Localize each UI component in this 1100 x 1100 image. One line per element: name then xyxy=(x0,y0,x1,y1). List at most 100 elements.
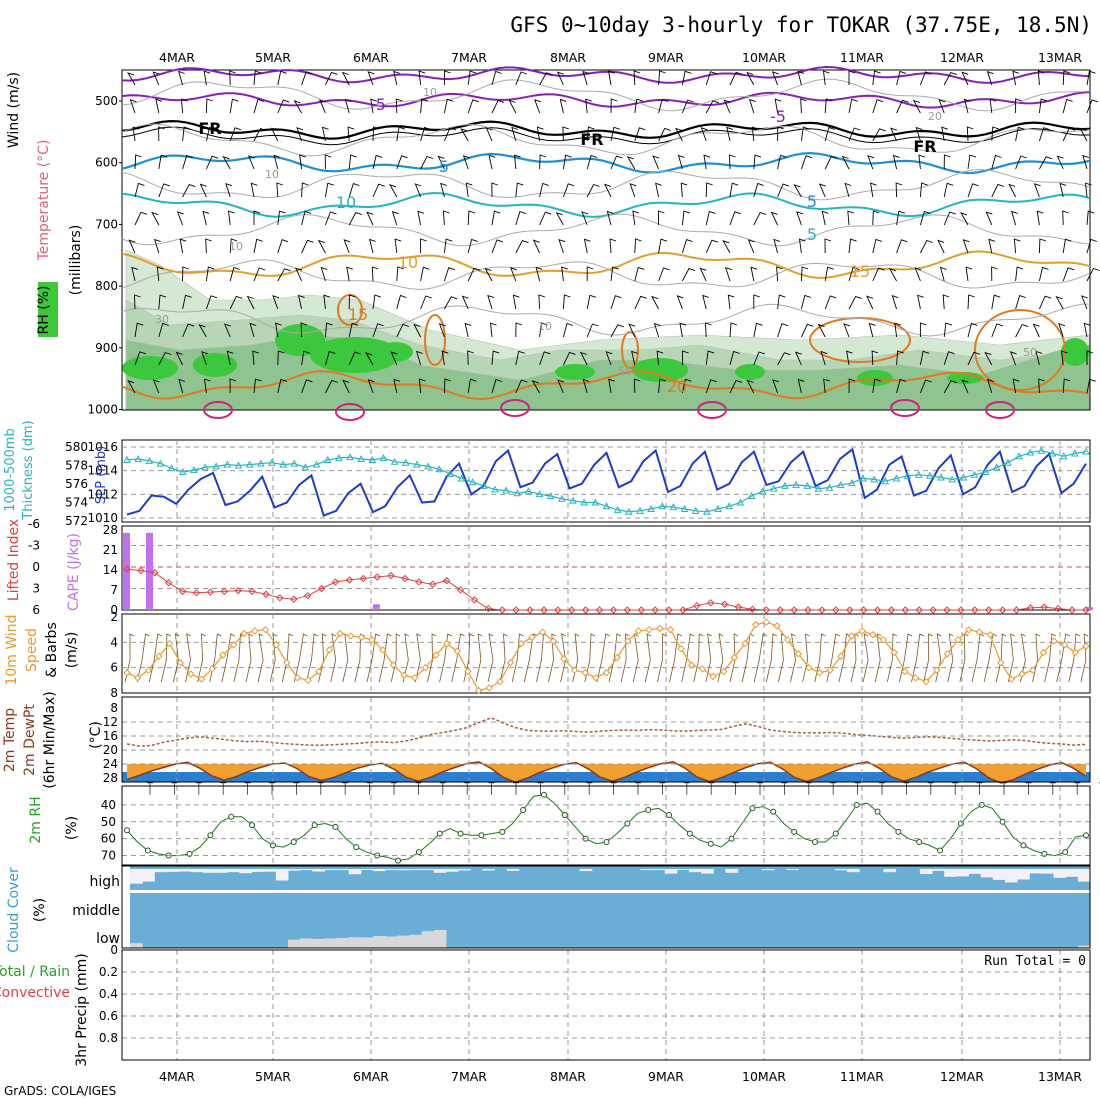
wind-barb xyxy=(800,266,809,282)
cloud-high-gap xyxy=(458,869,471,871)
wind-barb xyxy=(888,268,897,282)
wind-barb xyxy=(301,379,313,394)
wind-barb xyxy=(205,266,215,282)
cloud-high-gap xyxy=(142,869,155,882)
wind-barb xyxy=(132,126,140,142)
rh-tick-label: 40 xyxy=(101,798,116,812)
temp-contour-5 xyxy=(121,151,1091,175)
temp-contour-minus5 xyxy=(121,91,1091,109)
cloud-low-bar xyxy=(360,937,374,948)
wind-barb xyxy=(824,98,833,114)
wind-barb xyxy=(917,294,924,310)
thickness-point xyxy=(290,459,299,467)
rh-point xyxy=(874,808,881,815)
thickness-point xyxy=(1048,449,1057,457)
wind-barb xyxy=(653,322,661,338)
wind-barb xyxy=(1084,182,1092,198)
wind-barb xyxy=(127,380,136,394)
rh-point xyxy=(499,828,506,835)
thickness-point xyxy=(502,486,510,494)
wind-barb xyxy=(297,294,305,310)
wind-barb xyxy=(205,295,218,310)
cloud-high-gap xyxy=(676,869,690,870)
contour-label: 30 xyxy=(155,313,169,326)
wind-barb xyxy=(747,239,755,254)
contour-label: 10 xyxy=(423,86,437,99)
wind-barb xyxy=(348,212,362,226)
wind-barb xyxy=(794,351,802,366)
rh-high-core xyxy=(193,353,237,377)
cloud-frame xyxy=(121,865,1091,949)
cloud-high-gap xyxy=(579,869,593,872)
wind-barb xyxy=(963,98,971,114)
wind10-point xyxy=(943,650,952,658)
wind-barb xyxy=(943,154,951,170)
wind10-point xyxy=(389,661,398,669)
wind-barb xyxy=(681,210,691,226)
wind10-point xyxy=(432,651,440,659)
wind10-point xyxy=(922,677,930,686)
wind-barb xyxy=(467,378,477,394)
minmax-bar xyxy=(927,782,934,795)
wind-barb xyxy=(1037,70,1045,86)
cape-bar xyxy=(1086,607,1093,610)
wind-barb xyxy=(651,295,659,310)
wind-barb xyxy=(205,238,212,254)
wind-barb xyxy=(798,238,806,254)
wind10-point xyxy=(592,674,600,682)
lifted-index-point xyxy=(442,576,451,585)
wind-barb xyxy=(223,323,231,338)
lifted-index-point xyxy=(554,606,562,614)
cloud-high-gap xyxy=(956,869,969,877)
wind-barb xyxy=(348,294,356,310)
wind-barb xyxy=(656,350,664,366)
wind-barb xyxy=(631,350,638,366)
wind-barb xyxy=(771,71,779,86)
wind-barb xyxy=(1062,127,1076,142)
wind10-barb xyxy=(584,633,596,683)
wind-barb xyxy=(962,239,970,254)
lifted-index-point xyxy=(123,565,131,573)
wind-barb xyxy=(393,378,401,394)
minmax-bar xyxy=(976,782,983,795)
wind-barb xyxy=(253,378,262,394)
wind-barb xyxy=(919,322,927,337)
wind-barb xyxy=(626,156,636,170)
contour-label: 20 xyxy=(928,110,942,123)
lifted-index-point xyxy=(220,587,228,596)
wind-barb xyxy=(1033,183,1041,198)
wind-barb xyxy=(324,71,338,86)
wind-barb xyxy=(896,210,905,226)
wind10-point xyxy=(698,665,707,673)
wind-barb xyxy=(324,211,337,226)
wind-barb xyxy=(1015,155,1027,170)
lifted-index-point xyxy=(762,606,771,614)
wind-barb xyxy=(488,154,496,170)
cape-tick-label: 7 xyxy=(110,583,118,597)
wind10-point xyxy=(219,651,227,659)
wind-barb xyxy=(604,183,612,198)
wind10-point xyxy=(229,641,238,649)
wind-barb xyxy=(824,295,837,310)
lifted-index-point xyxy=(1026,604,1035,612)
wind-barb xyxy=(229,378,237,394)
wind10-point xyxy=(442,639,451,648)
wind-barb xyxy=(467,99,479,114)
wind-barb xyxy=(824,126,835,142)
wind-barb xyxy=(253,267,266,282)
lifted-index-point xyxy=(623,606,632,614)
wind-barb xyxy=(127,72,136,86)
wind-barb xyxy=(1086,99,1099,114)
wind-barb xyxy=(491,350,500,366)
wind-barb xyxy=(515,379,528,394)
wind-barb xyxy=(681,239,693,254)
minmax-bar xyxy=(244,782,251,795)
wind10-point xyxy=(347,632,355,640)
upper-air-panel: 500 600 700 800 900 1000 -5 -5 FR FR FR 5 5 10 5 10 15 15… xyxy=(6,65,1100,421)
cloud-level-label: low xyxy=(96,931,120,947)
wind-barb xyxy=(991,294,1001,310)
wind10-barb xyxy=(947,633,954,683)
wind-barb xyxy=(675,127,683,142)
wind-barb xyxy=(420,238,427,253)
wind-ylabel-a: 10m Wind xyxy=(4,614,20,685)
